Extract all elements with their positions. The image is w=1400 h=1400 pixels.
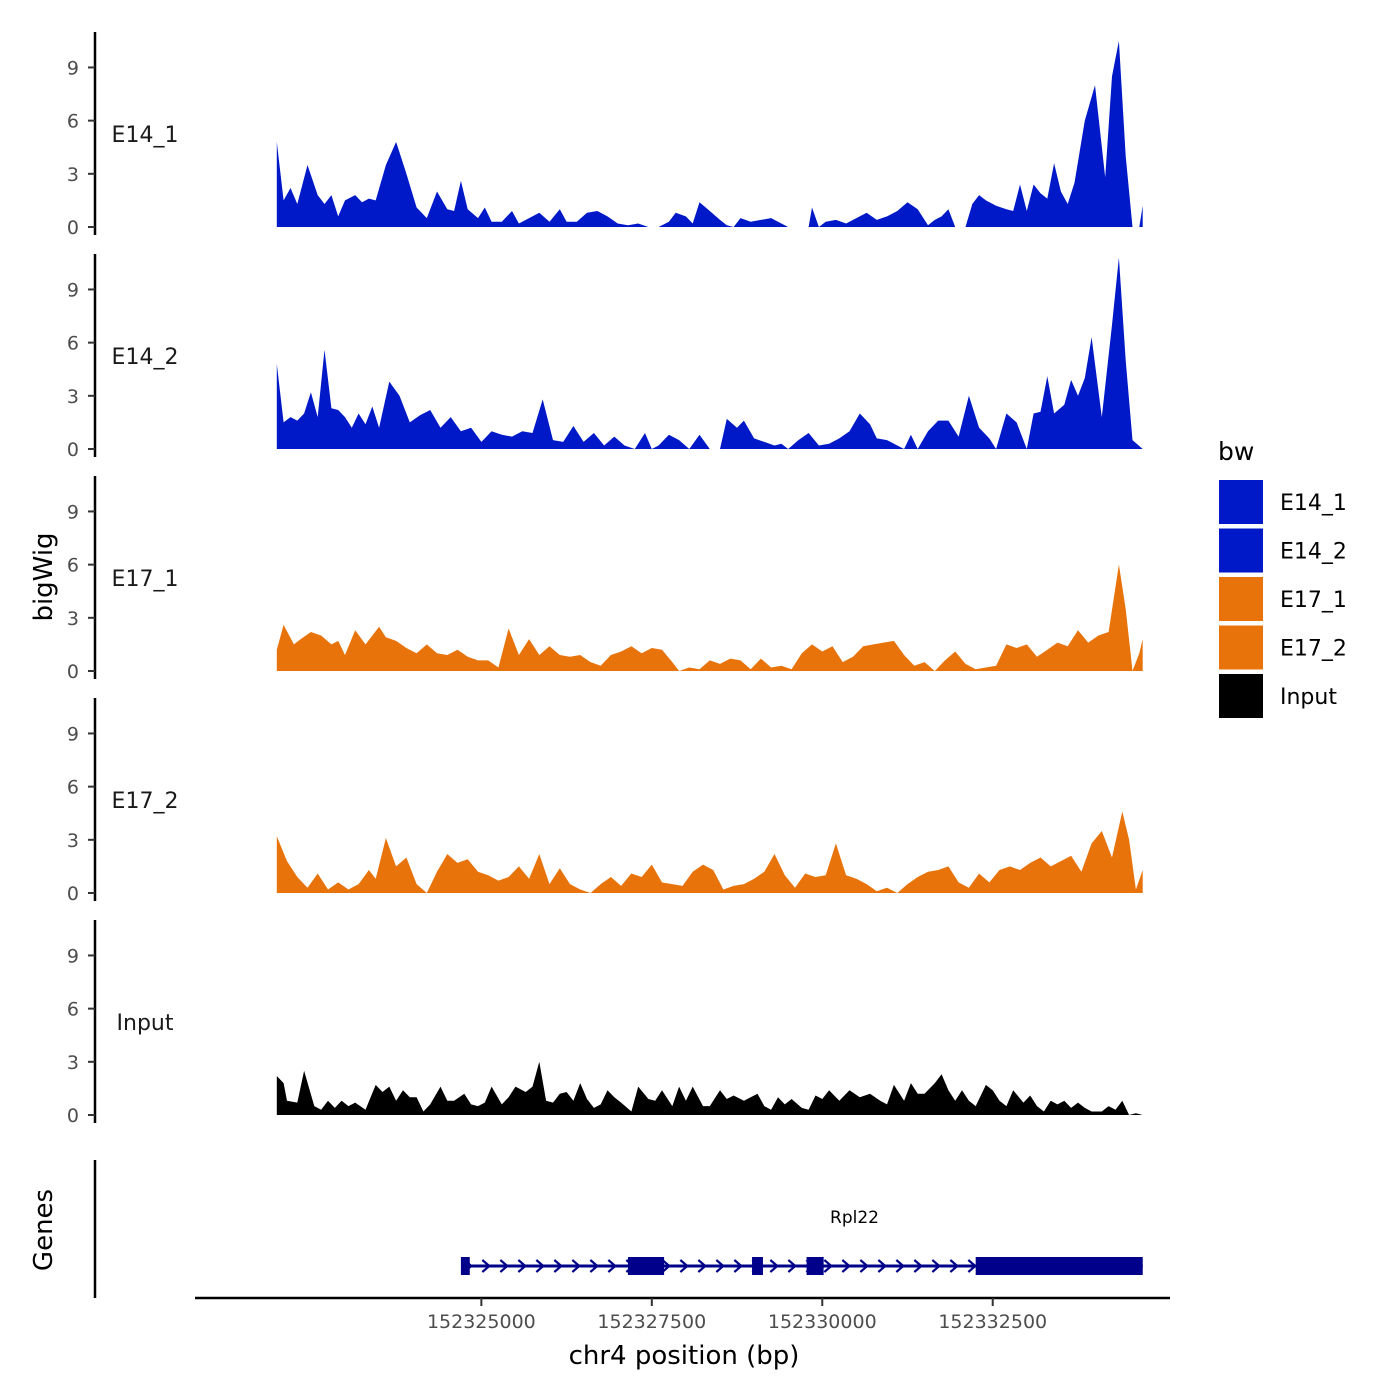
y-tick-label: 0 (67, 1105, 79, 1127)
strand-chevron (913, 1259, 924, 1273)
gene-Rpl22: Rpl22 (460, 1208, 1143, 1275)
legend-label-E14_2: E14_2 (1280, 540, 1347, 565)
track-E17_1: 0 3 6 9 E17_1 (67, 476, 1143, 683)
x-axis-title: chr4 position (bp) (569, 1341, 800, 1371)
y-tick-label: 6 (67, 999, 79, 1021)
legend: bw E14_1 E14_2 E17_1 E17_2 Input (1218, 437, 1347, 718)
legend-label-E14_1: E14_1 (1280, 491, 1347, 516)
strand-chevron (715, 1259, 726, 1273)
gene-track-title: Genes (29, 1189, 59, 1271)
y-tick-label: 0 (67, 439, 79, 461)
strand-chevron (787, 1259, 798, 1273)
strand-chevron (895, 1259, 906, 1273)
x-tick-label: 152327500 (597, 1311, 706, 1333)
track-E14_2: 0 3 6 9 E14_2 (67, 254, 1143, 461)
gene-exon (990, 1257, 1143, 1275)
x-tick-label: 152332500 (938, 1311, 1047, 1333)
y-tick-label: 3 (67, 164, 79, 186)
strand-chevron (553, 1259, 564, 1273)
track-label: E17_2 (112, 789, 179, 814)
track-E17_2: 0 3 6 9 E17_2 (67, 698, 1143, 905)
y-tick-label: 9 (67, 945, 79, 967)
legend-label-Input: Input (1280, 685, 1337, 710)
gene-exon (460, 1257, 470, 1275)
x-axis: 152325000 152327500 152330000 152332500 (195, 1296, 1170, 1333)
y-tick-label: 9 (67, 57, 79, 79)
track-E14_1: 0 3 6 9 E14_1 (67, 32, 1143, 239)
track-label: E17_1 (112, 567, 179, 592)
strand-chevron (823, 1259, 834, 1273)
gene-exon (627, 1257, 665, 1275)
strand-chevron (859, 1259, 870, 1273)
y-tick-label: 3 (67, 1052, 79, 1074)
strand-chevron (877, 1259, 888, 1273)
y-axis-title: bigWig (29, 532, 59, 621)
legend-swatch-E14_1 (1219, 480, 1263, 524)
track-Input: 0 3 6 9 Input (67, 920, 1143, 1127)
track-label: Input (117, 1011, 174, 1036)
x-tick-label: 152330000 (768, 1311, 877, 1333)
strand-chevron (661, 1259, 672, 1273)
y-tick-label: 6 (67, 333, 79, 355)
strand-chevron (967, 1259, 978, 1273)
gene-exon (975, 1257, 992, 1275)
strand-chevron (535, 1259, 546, 1273)
y-tick-label: 3 (67, 386, 79, 408)
y-tick-label: 6 (67, 111, 79, 133)
strand-chevron (517, 1259, 528, 1273)
legend-title: bw (1218, 437, 1254, 466)
strand-chevron (841, 1259, 852, 1273)
coverage-area-E17_2 (276, 811, 1143, 893)
track-label: E14_1 (112, 123, 179, 148)
y-tick-label: 3 (67, 608, 79, 630)
coverage-area-E14_2 (276, 257, 1143, 449)
y-tick-label: 9 (67, 723, 79, 745)
coverage-area-Input (276, 1061, 1143, 1115)
legend-label-E17_2: E17_2 (1280, 637, 1347, 662)
strand-chevron (697, 1259, 708, 1273)
gene-exon (806, 1257, 824, 1275)
strand-chevron (607, 1259, 618, 1273)
strand-chevron (769, 1259, 780, 1273)
strand-chevron (733, 1259, 744, 1273)
legend-label-E17_1: E17_1 (1280, 588, 1347, 613)
track-label: E14_2 (112, 345, 179, 370)
strand-chevron (949, 1259, 960, 1273)
gene-name-label: Rpl22 (830, 1208, 879, 1228)
strand-chevron (589, 1259, 600, 1273)
y-tick-label: 6 (67, 555, 79, 577)
strand-chevron (481, 1259, 492, 1273)
y-tick-label: 6 (67, 777, 79, 799)
strand-chevron (499, 1259, 510, 1273)
y-tick-label: 0 (67, 217, 79, 239)
y-tick-label: 3 (67, 830, 79, 852)
coverage-area-E14_1 (276, 40, 1143, 228)
y-tick-label: 9 (67, 279, 79, 301)
strand-chevron (679, 1259, 690, 1273)
x-tick-label: 152325000 (427, 1311, 536, 1333)
y-tick-label: 0 (67, 883, 79, 905)
gene-track: Rpl22 (93, 1160, 1143, 1298)
coverage-area-E17_1 (276, 564, 1143, 671)
legend-swatch-Input (1219, 674, 1263, 718)
track-panels: 0 3 6 9 E14_1 0 3 6 9 E14_2 0 3 6 9 E17_1 0 3 6 9 E17_2 0 3 6 9… (67, 32, 1143, 1127)
legend-swatch-E17_2 (1219, 625, 1263, 670)
strand-chevron (931, 1259, 942, 1273)
strand-chevron (571, 1259, 582, 1273)
legend-swatch-E17_1 (1219, 577, 1263, 621)
legend-swatch-E14_2 (1219, 528, 1263, 573)
y-tick-label: 9 (67, 501, 79, 523)
y-tick-label: 0 (67, 661, 79, 683)
gene-exon (752, 1257, 763, 1275)
